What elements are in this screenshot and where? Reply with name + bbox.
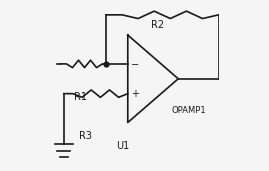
Text: OPAMP1: OPAMP1 <box>171 106 206 115</box>
Text: R2: R2 <box>151 20 165 30</box>
Text: −: − <box>131 60 139 70</box>
Text: U1: U1 <box>116 141 129 151</box>
Text: R3: R3 <box>79 131 92 141</box>
Text: +: + <box>131 89 139 99</box>
Text: R1: R1 <box>74 92 87 102</box>
